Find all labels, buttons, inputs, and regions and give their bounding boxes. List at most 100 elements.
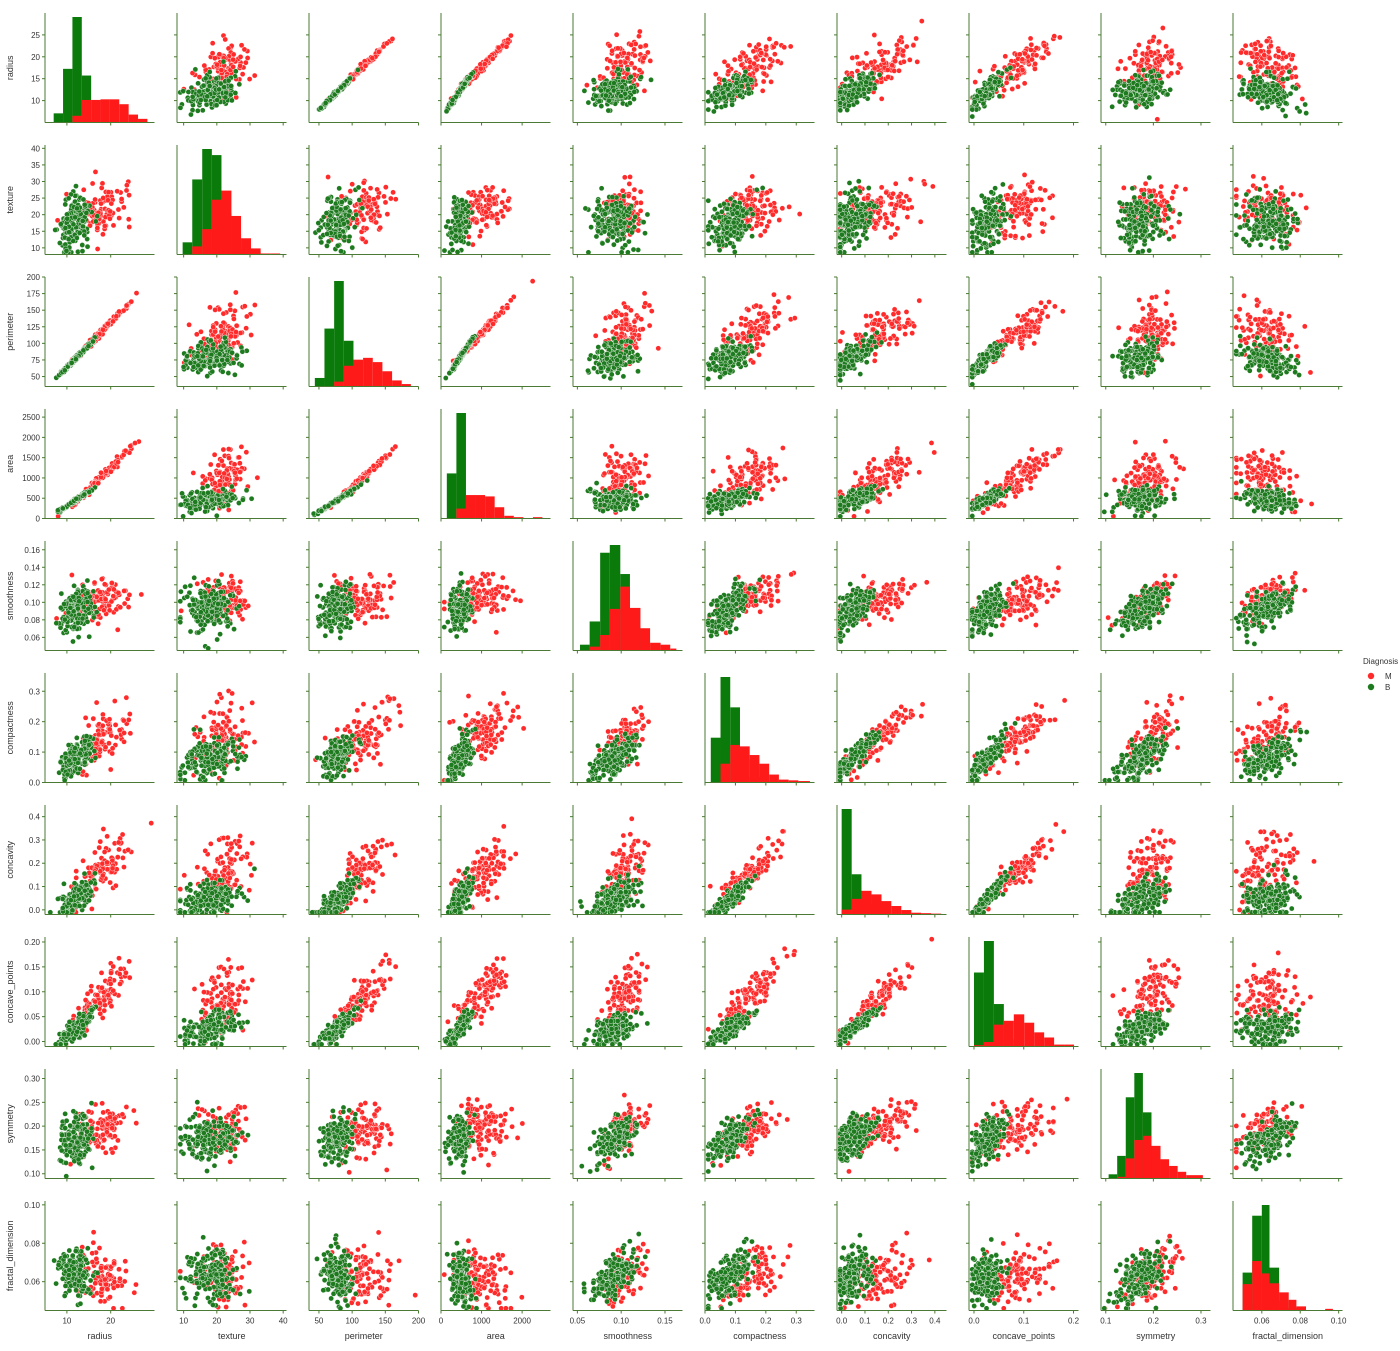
- point-M: [1170, 233, 1177, 240]
- point-B: [1251, 86, 1257, 92]
- point-B: [866, 86, 873, 93]
- point-M: [1160, 25, 1166, 31]
- point-B: [837, 220, 844, 226]
- point-M: [1163, 43, 1169, 50]
- point-B: [866, 201, 873, 208]
- point-B: [971, 99, 978, 105]
- point-B: [316, 227, 322, 234]
- point-B: [711, 206, 718, 212]
- point-M: [856, 60, 863, 67]
- point-B: [1158, 79, 1165, 86]
- point-M: [1046, 194, 1053, 201]
- point-M: [500, 213, 506, 220]
- point-M: [1019, 56, 1026, 63]
- point-B: [1142, 92, 1149, 99]
- cell-radius-vs-texture: [174, 13, 287, 126]
- point-B: [976, 238, 983, 245]
- point-B: [737, 92, 743, 99]
- point-M: [383, 184, 389, 190]
- point-M: [631, 195, 637, 202]
- point-M: [118, 196, 125, 202]
- point-B: [734, 210, 741, 216]
- point-M: [486, 197, 493, 203]
- point-B: [988, 85, 995, 92]
- point-M: [1015, 83, 1021, 90]
- point-B: [626, 205, 633, 212]
- point-B: [1123, 99, 1129, 106]
- point-M: [1122, 65, 1129, 72]
- point-B: [605, 107, 612, 114]
- point-M: [1033, 52, 1040, 59]
- point-M: [761, 202, 768, 209]
- point-B: [1147, 232, 1153, 239]
- point-B: [1007, 64, 1014, 71]
- point-B: [991, 79, 998, 85]
- hist-bar-radius-M-8: [128, 114, 139, 123]
- point-B: [976, 89, 983, 95]
- point-B: [731, 249, 738, 255]
- point-B: [616, 71, 622, 78]
- point-M: [363, 225, 370, 232]
- point-M: [890, 212, 897, 219]
- point-B: [70, 221, 77, 228]
- point-B: [1255, 99, 1261, 106]
- point-M: [725, 68, 732, 75]
- point-M: [365, 197, 372, 204]
- point-M: [1147, 49, 1154, 55]
- point-B: [80, 223, 86, 230]
- point-B: [57, 240, 63, 246]
- point-M: [108, 200, 115, 207]
- point-M: [1156, 38, 1162, 45]
- point-M: [930, 183, 936, 190]
- point-M: [99, 180, 106, 187]
- point-M: [1012, 202, 1019, 209]
- point-B: [1129, 185, 1136, 192]
- point-B: [1240, 80, 1247, 87]
- point-M: [773, 40, 779, 47]
- point-M: [230, 56, 237, 63]
- point-B: [866, 218, 872, 225]
- point-M: [901, 58, 907, 65]
- point-M: [1275, 54, 1282, 60]
- point-M: [1280, 50, 1286, 56]
- point-B: [619, 84, 626, 90]
- point-B: [1238, 86, 1245, 93]
- point-B: [598, 103, 605, 109]
- point-B: [979, 231, 986, 238]
- point-M: [1236, 73, 1243, 80]
- point-B: [454, 249, 461, 255]
- point-M: [1002, 232, 1008, 239]
- point-M: [1042, 187, 1048, 194]
- point-B: [593, 93, 599, 99]
- point-B: [977, 220, 983, 226]
- point-M: [882, 49, 888, 56]
- point-M: [647, 58, 654, 64]
- point-B: [588, 224, 594, 230]
- point-M: [914, 59, 921, 65]
- point-M: [1115, 65, 1121, 72]
- point-B: [742, 77, 749, 83]
- point-M: [775, 58, 781, 65]
- point-M: [1266, 55, 1273, 62]
- hist-bar-radius-M-9: [138, 118, 148, 123]
- point-B: [1256, 84, 1263, 91]
- point-M: [890, 190, 896, 197]
- point-B: [72, 214, 78, 221]
- point-M: [631, 65, 638, 71]
- y-tick-label: 15: [31, 75, 40, 84]
- point-M: [876, 49, 883, 55]
- point-M: [369, 55, 376, 61]
- point-M: [1045, 50, 1052, 57]
- point-B: [1156, 72, 1162, 79]
- point-M: [896, 67, 902, 74]
- point-M: [637, 28, 643, 35]
- point-B: [62, 201, 69, 208]
- point-M: [1159, 57, 1166, 63]
- point-M: [738, 194, 745, 201]
- point-B: [1136, 87, 1143, 93]
- point-B: [220, 58, 227, 65]
- point-B: [93, 218, 99, 225]
- point-B: [58, 221, 64, 227]
- point-B: [232, 90, 239, 96]
- point-B: [453, 214, 459, 220]
